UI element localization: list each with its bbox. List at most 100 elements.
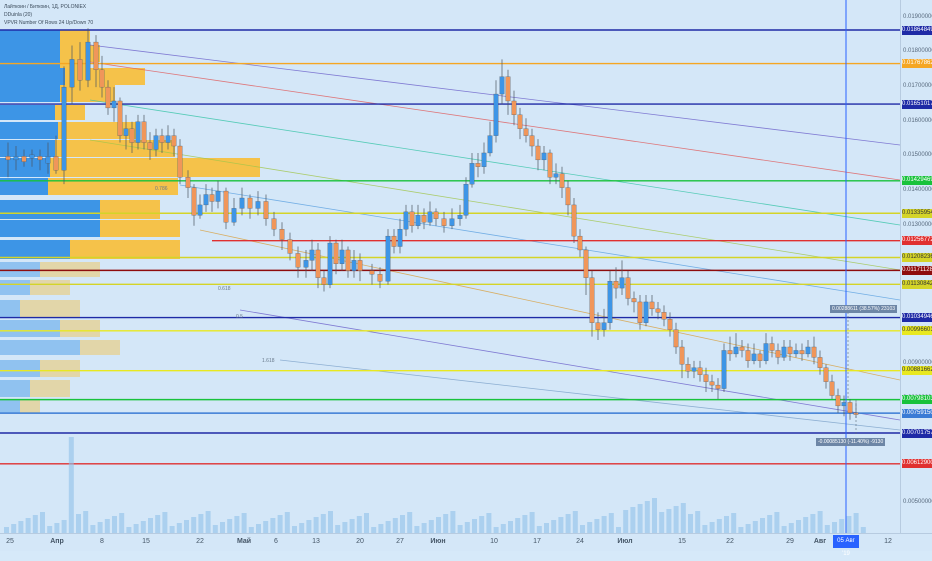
time-tick-label: 17	[533, 538, 541, 545]
candle-down	[529, 135, 535, 147]
price-level-label: 0.01130842	[902, 279, 932, 289]
volume-bar	[83, 511, 89, 533]
price-tick-label: 0.01400000	[903, 187, 932, 194]
volume-bar	[695, 511, 701, 533]
volume-bar	[97, 522, 103, 533]
volume-bar	[472, 519, 477, 533]
candle-up	[303, 260, 309, 268]
volume-bar	[25, 518, 31, 533]
volume-bar	[191, 517, 197, 533]
volume-bar	[155, 515, 161, 533]
candle-up	[553, 173, 559, 178]
candle-down	[799, 350, 805, 355]
symbol-title: Лайткоин / Биткоин, 1Д, POLONIEX	[4, 4, 87, 10]
trend-channel-line	[89, 139, 900, 271]
candle-down	[177, 145, 183, 178]
time-tick-label: Июл	[617, 538, 633, 545]
time-axis[interactable]: 25 Апр 8 15 22 Май 6 13 20 27 Июн 10 17 24 Июл 15 22 29 Ав…	[0, 533, 932, 551]
candle-down	[333, 242, 339, 264]
volume-bar	[47, 526, 53, 533]
price-axis[interactable]: 0.01900000 0.01800000 0.01700000 0.01600000…	[900, 0, 932, 533]
candle-up	[255, 201, 261, 209]
volume-bar	[414, 526, 420, 533]
volume-bar	[90, 525, 96, 533]
volume-profile-down-bar	[100, 200, 160, 219]
price-level-label: 0.00881662	[902, 366, 932, 376]
candle-down	[637, 301, 643, 323]
volume-bar	[558, 517, 564, 533]
volume-bar	[551, 520, 557, 533]
volume-bar	[522, 515, 528, 533]
volume-bar	[652, 498, 657, 533]
candle-down	[775, 350, 781, 358]
volume-profile-up-bar	[0, 240, 70, 259]
candle-up	[153, 135, 159, 150]
candle-up	[123, 128, 129, 136]
candle-down	[279, 229, 285, 240]
candle-up	[541, 152, 547, 161]
volume-bar	[292, 526, 297, 533]
volume-bar	[4, 527, 9, 533]
trend-channel-line	[279, 359, 900, 431]
volume-profile-down-bar	[100, 220, 180, 237]
volume-profile-down-bar	[40, 262, 100, 277]
volume-bar	[320, 514, 326, 533]
volume-bar	[61, 520, 67, 533]
candle-up	[733, 346, 739, 355]
candle-down	[649, 301, 655, 310]
volume-bar	[400, 515, 405, 533]
price-tick-label: 0.01300000	[903, 221, 932, 228]
volume-bar	[234, 516, 240, 533]
volume-bar	[148, 518, 153, 533]
candle-down	[129, 128, 135, 143]
candle-up	[339, 249, 345, 264]
crosshair-date-label: 05 Авг '19	[833, 535, 859, 557]
candle-down	[769, 343, 775, 351]
candle-up	[111, 100, 117, 109]
candle-down	[685, 364, 691, 372]
volume-bar	[76, 514, 81, 533]
trend-channel-line	[199, 229, 900, 381]
candle-up	[165, 135, 171, 143]
candle-down	[787, 346, 793, 355]
volume-bar	[385, 521, 391, 533]
candle-down	[715, 384, 721, 389]
candle-down	[811, 346, 817, 358]
candle-down	[847, 402, 853, 413]
volume-bar	[328, 511, 333, 533]
price-level-label: 0.00798103	[902, 395, 932, 405]
candle-down	[547, 152, 553, 178]
time-tick-label: 12	[884, 538, 892, 545]
candle-up	[385, 235, 391, 282]
candle-up	[805, 346, 811, 355]
volume-bar	[673, 506, 679, 533]
chart-plot-area[interactable]: 0.786 0.618 0.5 1.618	[0, 0, 900, 533]
time-tick-label: 8	[100, 538, 104, 545]
time-tick-label: 27	[396, 538, 404, 545]
time-tick-label: 6	[274, 538, 278, 545]
volume-profile-up-bar	[0, 360, 40, 377]
candle-down	[53, 156, 59, 171]
volume-bar	[263, 521, 269, 533]
time-tick-label: 22	[726, 538, 734, 545]
volume-bar	[608, 513, 614, 533]
candlestick-chart[interactable]: 0.786 0.618 0.5 1.618	[0, 0, 900, 533]
price-level-label: 0.01767862	[902, 59, 932, 69]
volume-bar	[508, 521, 513, 533]
chart-legend: Лайткоин / Биткоин, 1Д, POLONIEX DDuinla…	[4, 3, 93, 27]
candle-down	[595, 322, 601, 330]
candle-up	[69, 59, 75, 88]
volume-profile-up-bar	[0, 340, 80, 355]
candle-up	[601, 322, 607, 330]
candle-up	[763, 343, 769, 361]
volume-bar	[709, 522, 715, 533]
candle-down	[117, 100, 123, 136]
volume-bar	[515, 518, 521, 533]
candle-down	[745, 350, 751, 361]
volume-profile-up-bar	[0, 320, 60, 337]
indicator-2-label: VPVR Number Of Rows 24 Up/Down 70	[4, 20, 94, 26]
volume-bar	[666, 509, 672, 533]
candle-up	[239, 197, 245, 209]
price-level-label: 0.00612900	[902, 459, 932, 469]
